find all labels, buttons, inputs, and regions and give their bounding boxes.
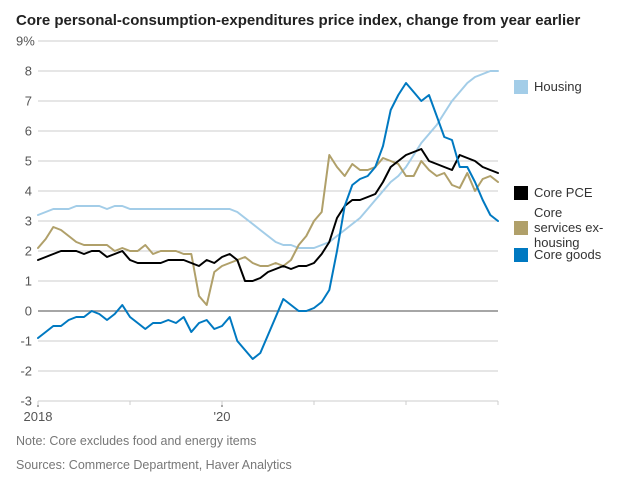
legend-item: Core services ex-housing: [514, 205, 604, 250]
y-axis-tick-label: -3: [16, 394, 32, 409]
legend-label: Core goods: [534, 247, 601, 262]
y-axis-tick-label: 3: [16, 214, 32, 229]
y-axis-tick-label: 8: [16, 64, 32, 79]
legend-item: Core PCE: [514, 185, 593, 200]
y-axis-tick-label: -2: [16, 364, 32, 379]
legend-label: Housing: [534, 79, 582, 94]
y-axis-tick-label: 1: [16, 274, 32, 289]
legend-swatch: [514, 80, 528, 94]
legend-swatch: [514, 221, 528, 235]
legend-swatch: [514, 186, 528, 200]
legend-label: Core services ex-housing: [534, 205, 604, 250]
chart-source: Sources: Commerce Department, Haver Anal…: [16, 457, 604, 475]
chart-container: Core personal-consumption-expenditures p…: [0, 0, 620, 500]
series-line: [38, 155, 498, 305]
y-axis-tick-label: 9%: [16, 34, 32, 49]
y-axis-tick-label: -1: [16, 334, 32, 349]
plot-region: -3 -2 -1 0 1 2 3 4 5 6 7 8 9% 2018 '20 Housing Core PCE C…: [16, 37, 604, 427]
y-axis-tick-label: 5: [16, 154, 32, 169]
chart-note: Note: Core excludes food and energy item…: [16, 433, 604, 451]
x-axis-tick-label: 2018: [24, 409, 53, 424]
legend-label: Core PCE: [534, 185, 593, 200]
y-axis-tick-label: 2: [16, 244, 32, 259]
y-axis-tick-label: 0: [16, 304, 32, 319]
y-axis-tick-label: 7: [16, 94, 32, 109]
x-axis-tick-label: '20: [214, 409, 231, 424]
legend-item: Core goods: [514, 247, 601, 262]
y-axis-tick-label: 6: [16, 124, 32, 139]
legend-item: Housing: [514, 79, 582, 94]
legend-swatch: [514, 248, 528, 262]
chart-title: Core personal-consumption-expenditures p…: [16, 12, 604, 29]
y-axis-tick-label: 4: [16, 184, 32, 199]
